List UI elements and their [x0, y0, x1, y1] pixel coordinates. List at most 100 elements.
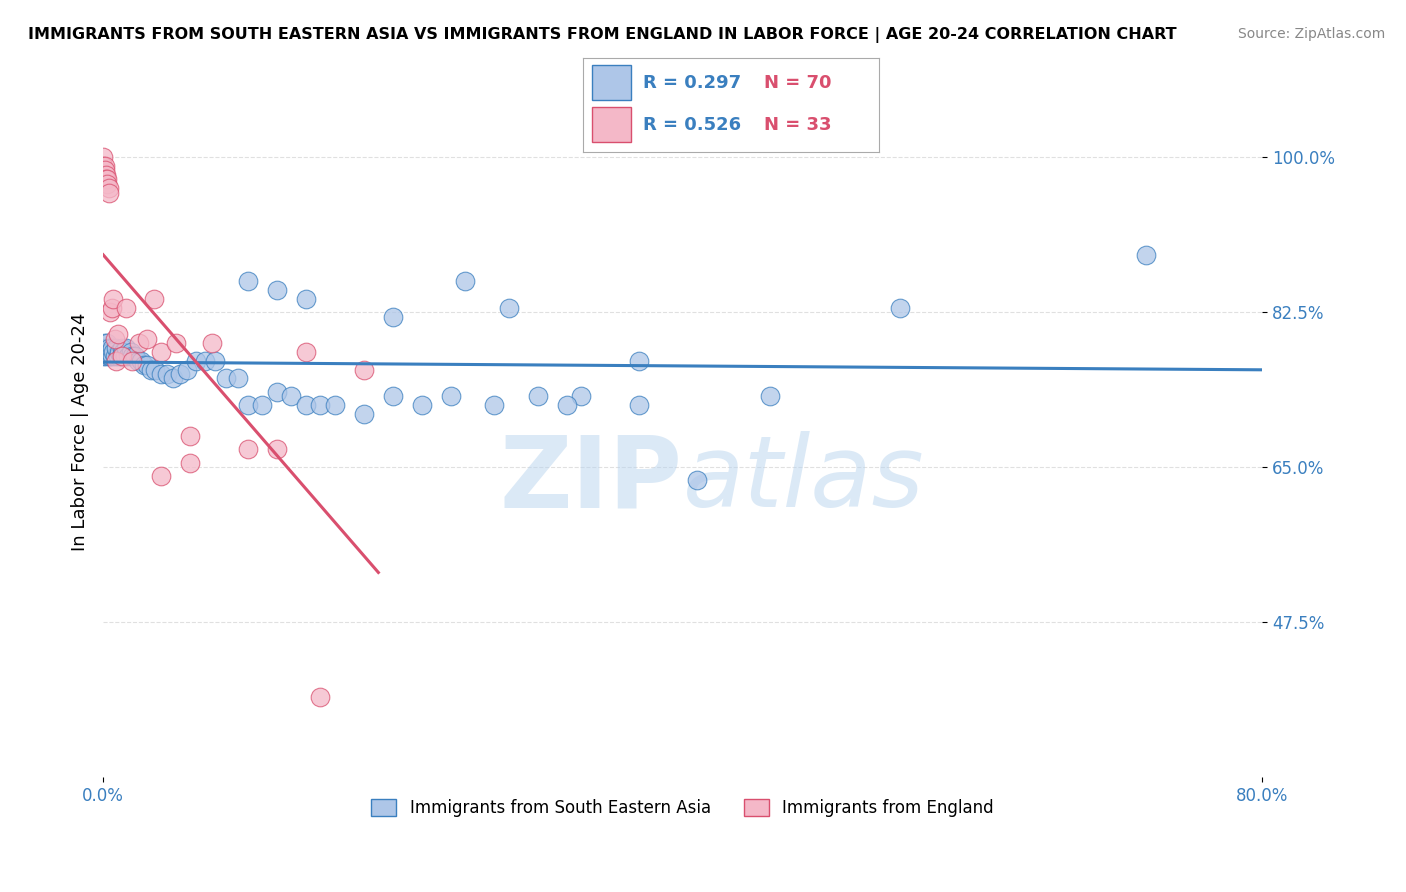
Point — [103, 345, 125, 359]
FancyBboxPatch shape — [592, 64, 631, 100]
Point — [309, 690, 332, 705]
Point — [226, 371, 249, 385]
Point — [353, 362, 375, 376]
FancyBboxPatch shape — [592, 107, 631, 142]
Point — [889, 301, 911, 315]
Point — [1135, 247, 1157, 261]
Point — [381, 389, 404, 403]
Text: R = 0.297: R = 0.297 — [643, 74, 741, 92]
Point — [252, 398, 274, 412]
Point — [93, 345, 115, 359]
Point — [353, 407, 375, 421]
Point — [150, 367, 173, 381]
Point — [91, 159, 114, 173]
Point — [115, 341, 138, 355]
Point — [128, 336, 150, 351]
Point — [309, 398, 332, 412]
Point — [101, 350, 124, 364]
Point — [94, 172, 117, 186]
Point — [498, 301, 520, 315]
Point — [411, 398, 433, 412]
Point — [100, 345, 122, 359]
Point — [204, 353, 226, 368]
Point — [108, 345, 131, 359]
Point — [97, 350, 120, 364]
Point — [101, 341, 124, 355]
Point — [526, 389, 548, 403]
Point — [124, 350, 146, 364]
Point — [115, 301, 138, 315]
Point — [121, 353, 143, 368]
Point — [143, 362, 166, 376]
Point — [93, 336, 115, 351]
Point — [266, 384, 288, 399]
Point — [101, 301, 124, 315]
Text: R = 0.526: R = 0.526 — [643, 116, 741, 134]
Point — [104, 332, 127, 346]
Point — [111, 341, 134, 355]
Point — [135, 332, 157, 346]
Point — [555, 398, 578, 412]
Point — [107, 327, 129, 342]
Point — [93, 163, 115, 178]
Y-axis label: In Labor Force | Age 20-24: In Labor Force | Age 20-24 — [72, 312, 89, 550]
Point — [628, 398, 651, 412]
Point — [91, 350, 114, 364]
Point — [93, 159, 115, 173]
Text: ZIP: ZIP — [499, 432, 682, 528]
Point — [162, 371, 184, 385]
Point — [295, 345, 318, 359]
Point — [758, 389, 780, 403]
Point — [103, 292, 125, 306]
Point — [121, 350, 143, 364]
Point — [97, 186, 120, 200]
Point — [111, 350, 134, 364]
Point — [193, 353, 215, 368]
Point — [97, 341, 120, 355]
Point — [105, 353, 128, 368]
Point — [104, 350, 127, 364]
Point — [381, 310, 404, 324]
Point — [117, 350, 139, 364]
Point — [295, 292, 318, 306]
Point — [280, 389, 302, 403]
Text: N = 33: N = 33 — [763, 116, 831, 134]
Point — [97, 181, 120, 195]
Point — [105, 341, 128, 355]
Point — [236, 274, 259, 288]
Text: Source: ZipAtlas.com: Source: ZipAtlas.com — [1237, 27, 1385, 41]
Point — [150, 468, 173, 483]
Point — [201, 336, 224, 351]
Point — [628, 353, 651, 368]
Point — [112, 345, 135, 359]
Point — [323, 398, 346, 412]
Point — [686, 473, 709, 487]
Point — [266, 442, 288, 457]
Point — [135, 358, 157, 372]
Point — [96, 177, 118, 191]
Point — [91, 150, 114, 164]
Point — [139, 362, 162, 376]
Text: atlas: atlas — [682, 432, 924, 528]
Point — [96, 172, 118, 186]
Point — [129, 353, 152, 368]
Point — [215, 371, 238, 385]
Point — [100, 305, 122, 319]
Point — [142, 292, 165, 306]
Point — [176, 362, 198, 376]
Point — [179, 429, 201, 443]
Point — [120, 345, 142, 359]
Point — [156, 367, 179, 381]
Point — [114, 350, 136, 364]
Point — [484, 398, 506, 412]
Point — [184, 353, 207, 368]
Point — [127, 353, 149, 368]
Point — [266, 283, 288, 297]
Point — [150, 345, 173, 359]
Point — [107, 350, 129, 364]
Text: N = 70: N = 70 — [763, 74, 831, 92]
Point — [295, 398, 318, 412]
Point — [440, 389, 463, 403]
Point — [94, 341, 117, 355]
Point — [454, 274, 477, 288]
